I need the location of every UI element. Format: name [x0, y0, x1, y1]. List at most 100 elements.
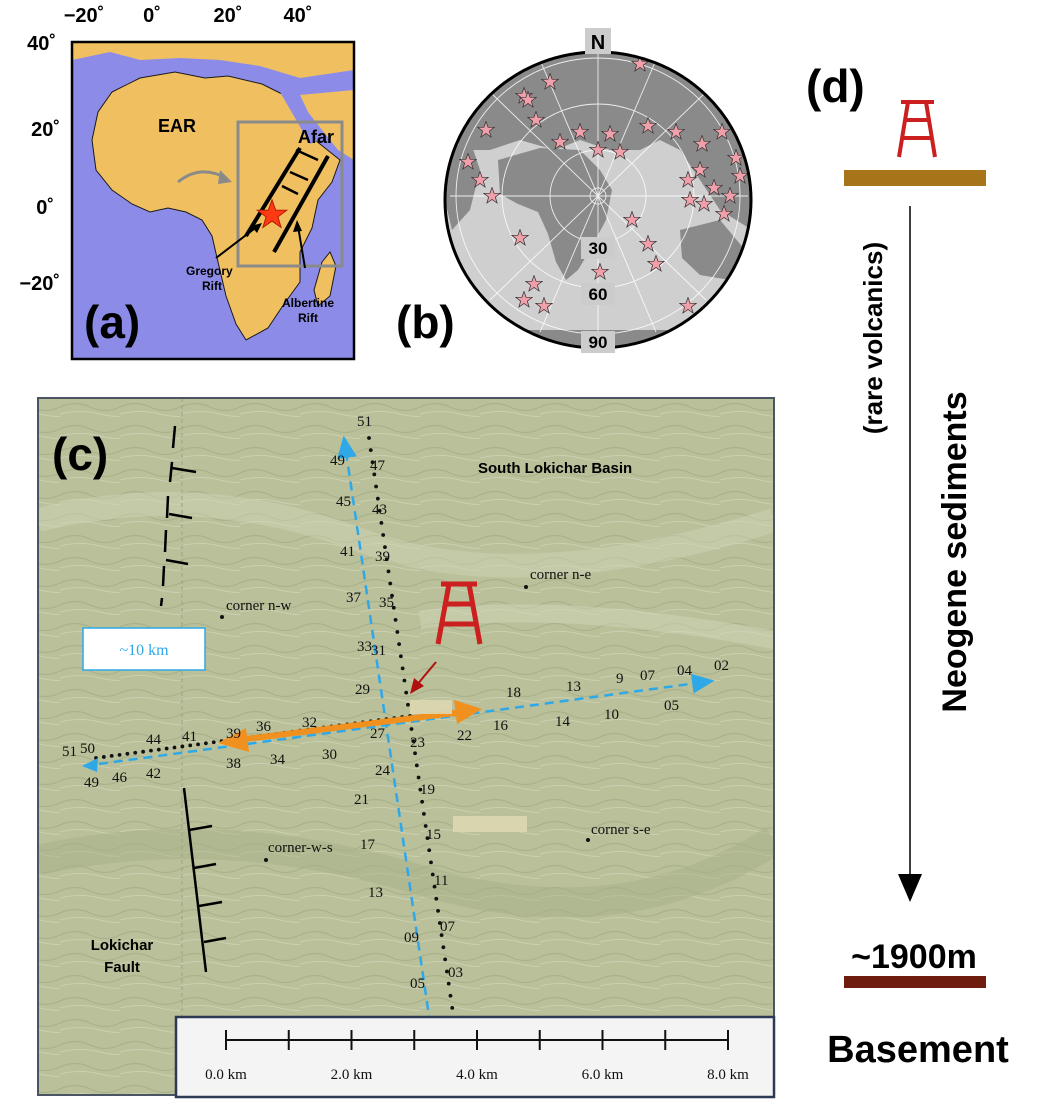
lon-tick: −20˚ — [64, 4, 105, 27]
station-dot — [370, 460, 375, 465]
station-label: 30 — [322, 747, 337, 763]
lat-tick: 0˚ — [36, 196, 54, 219]
north-label: N — [591, 32, 605, 54]
station-dot — [397, 642, 402, 647]
station-label: 24 — [375, 763, 391, 779]
station-label: 51 — [62, 744, 77, 760]
station-dot — [391, 605, 396, 610]
station-dot — [379, 520, 384, 525]
sediments-label: Neogene sediments — [936, 391, 974, 712]
station-label: 50 — [80, 741, 95, 757]
orange-double-arrow — [237, 709, 463, 743]
panel-d-column: (d) (rare volcanics) Neogene sediments ~… — [806, 60, 1009, 1071]
africa-land — [91, 71, 341, 341]
station-dot — [395, 630, 400, 634]
station-dot — [414, 763, 419, 768]
station-dot — [375, 496, 380, 501]
station-dot — [393, 617, 398, 622]
panel-b-globe: N 30 60 90 (b) — [396, 28, 753, 353]
station-dot — [436, 908, 440, 913]
station-dot — [445, 969, 449, 974]
station-dot — [149, 748, 153, 753]
scalebar-box — [174, 1015, 776, 1099]
station-dot — [180, 744, 185, 749]
station-label: 10 — [604, 707, 619, 723]
scale-box-label: ~10 km — [119, 642, 169, 659]
station-label: 39 — [226, 726, 241, 742]
station-label: 44 — [146, 732, 162, 748]
lon-tick: 0˚ — [143, 4, 161, 27]
station-label: 09 — [404, 930, 419, 946]
depth-label: ~1900m — [851, 938, 977, 976]
station-label: 31 — [371, 643, 386, 659]
station-label: 07 — [640, 668, 656, 684]
station-dot — [430, 872, 435, 877]
station-label: 21 — [354, 792, 369, 808]
station-dot — [427, 848, 432, 853]
albertine-arrow — [297, 225, 306, 269]
station-label: 49 — [84, 775, 99, 791]
station-label: 16 — [493, 718, 509, 734]
station-dot — [411, 739, 416, 744]
station-label: 13 — [566, 679, 581, 695]
station-label: 19 — [420, 782, 435, 798]
station-label: 18 — [506, 685, 521, 701]
afar-label: Afar — [298, 127, 334, 147]
panel-a-frame — [70, 40, 356, 361]
scalebar-label: 2.0 km — [331, 1067, 373, 1083]
volcanics-label: (rare volcanics) — [858, 242, 888, 434]
station-dot — [381, 533, 386, 537]
station-dot — [368, 448, 373, 453]
lon-tick: 40˚ — [284, 4, 313, 27]
station-label: 32 — [302, 715, 317, 731]
station-label: 43 — [372, 502, 387, 518]
drill-rig-icon — [897, 100, 937, 158]
station-dot — [386, 569, 391, 574]
station-label: 34 — [270, 752, 286, 768]
station-label: 42 — [146, 766, 161, 782]
station-dot — [367, 436, 371, 440]
surface-bar — [844, 170, 986, 186]
basin-label: South Lokichar Basin — [478, 460, 632, 477]
station-dot — [398, 654, 403, 659]
station-dot — [388, 581, 393, 586]
station-label: 14 — [555, 714, 571, 730]
scalebar-label: 6.0 km — [582, 1067, 624, 1083]
distance-label: 30 — [589, 239, 608, 258]
station-dot — [446, 981, 451, 986]
ew-profile-line — [83, 673, 715, 768]
station-label: 03 — [448, 965, 463, 981]
corner-ws: corner-w-s — [268, 840, 333, 856]
lat-tick: 40˚ — [27, 32, 56, 55]
station-label: 27 — [370, 726, 386, 742]
station-dot — [384, 557, 389, 562]
station-label: 36 — [256, 719, 272, 735]
station-label: 51 — [357, 414, 372, 430]
station-label: 45 — [336, 494, 351, 510]
station-label: 11 — [434, 873, 448, 889]
fault-upper — [159, 425, 197, 607]
station-dot — [425, 836, 430, 841]
gregory-arrow — [215, 225, 259, 259]
station-dot — [390, 593, 394, 598]
station-dot — [204, 741, 208, 746]
station-label: 07 — [440, 919, 456, 935]
rift-line-east — [272, 155, 330, 253]
station-dot — [437, 921, 442, 925]
station-dot — [450, 1005, 455, 1010]
station-label: 13 — [368, 885, 383, 901]
station-label: 23 — [410, 735, 425, 751]
gregory-label: Gregory — [186, 264, 233, 278]
station-dot — [443, 957, 448, 962]
ns-station-labels: 51 49 47 45 43 41 39 37 35 33 31 29 27 23 24 21 19 17 15 13… — [330, 414, 463, 992]
station-dot — [429, 860, 433, 865]
station-label: 05 — [410, 976, 425, 992]
drill-rig-icon — [435, 581, 483, 645]
station-label: 35 — [379, 595, 394, 611]
distance-label: 90 — [589, 333, 608, 352]
station-dot — [441, 945, 446, 950]
station-dot — [406, 702, 410, 707]
station-dot — [409, 727, 414, 731]
panel-c-map: (c) South Lokichar Basin corner n-w corn… — [37, 397, 776, 1099]
